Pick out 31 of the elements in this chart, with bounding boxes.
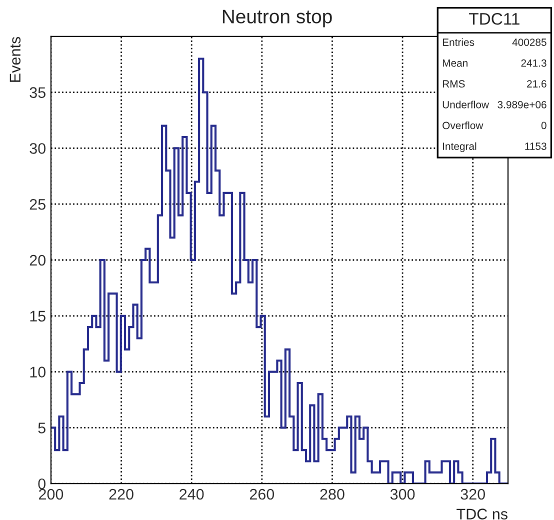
y-axis-title: Events — [10, 36, 21, 82]
chart-title: Neutron stop — [222, 10, 332, 28]
y-tick-label: 30 — [30, 143, 46, 154]
annotation: Entries — [442, 38, 474, 46]
annotation: Underflow — [442, 100, 490, 108]
annotation: RMS — [442, 80, 465, 88]
x-tick-label: 320 — [460, 488, 486, 500]
text: 21.6 — [527, 80, 546, 88]
x-tick-label: 300 — [390, 488, 415, 500]
annotation: Mean — [442, 59, 468, 67]
x-tick-label: 220 — [109, 488, 134, 500]
x-tick-label: 260 — [250, 488, 274, 500]
y-tick-label: 25 — [30, 198, 46, 210]
x-axis-title: TDC ns — [456, 508, 508, 520]
text: 241.3 — [521, 59, 546, 67]
y-tick-label: 5 — [38, 422, 46, 434]
text: 0 — [541, 122, 546, 130]
y-tick-label: 35 — [30, 87, 46, 98]
text: 400285 — [512, 38, 546, 46]
y-tick-label: 15 — [30, 310, 46, 322]
annotation: 3.989e+06 — [498, 100, 546, 108]
annotation: Overflow — [442, 122, 484, 130]
x-tick-label: 200 — [38, 488, 64, 500]
text: 1153 — [525, 142, 546, 150]
text: TDC11 — [469, 12, 520, 25]
x-tick-label: 240 — [180, 488, 204, 500]
annotation: Integral — [443, 142, 476, 152]
x-tick-label: 280 — [320, 488, 344, 500]
y-tick-label: 20 — [30, 254, 46, 266]
y-tick-label: 10 — [30, 366, 46, 378]
y-tick-label: 0 — [38, 478, 46, 490]
